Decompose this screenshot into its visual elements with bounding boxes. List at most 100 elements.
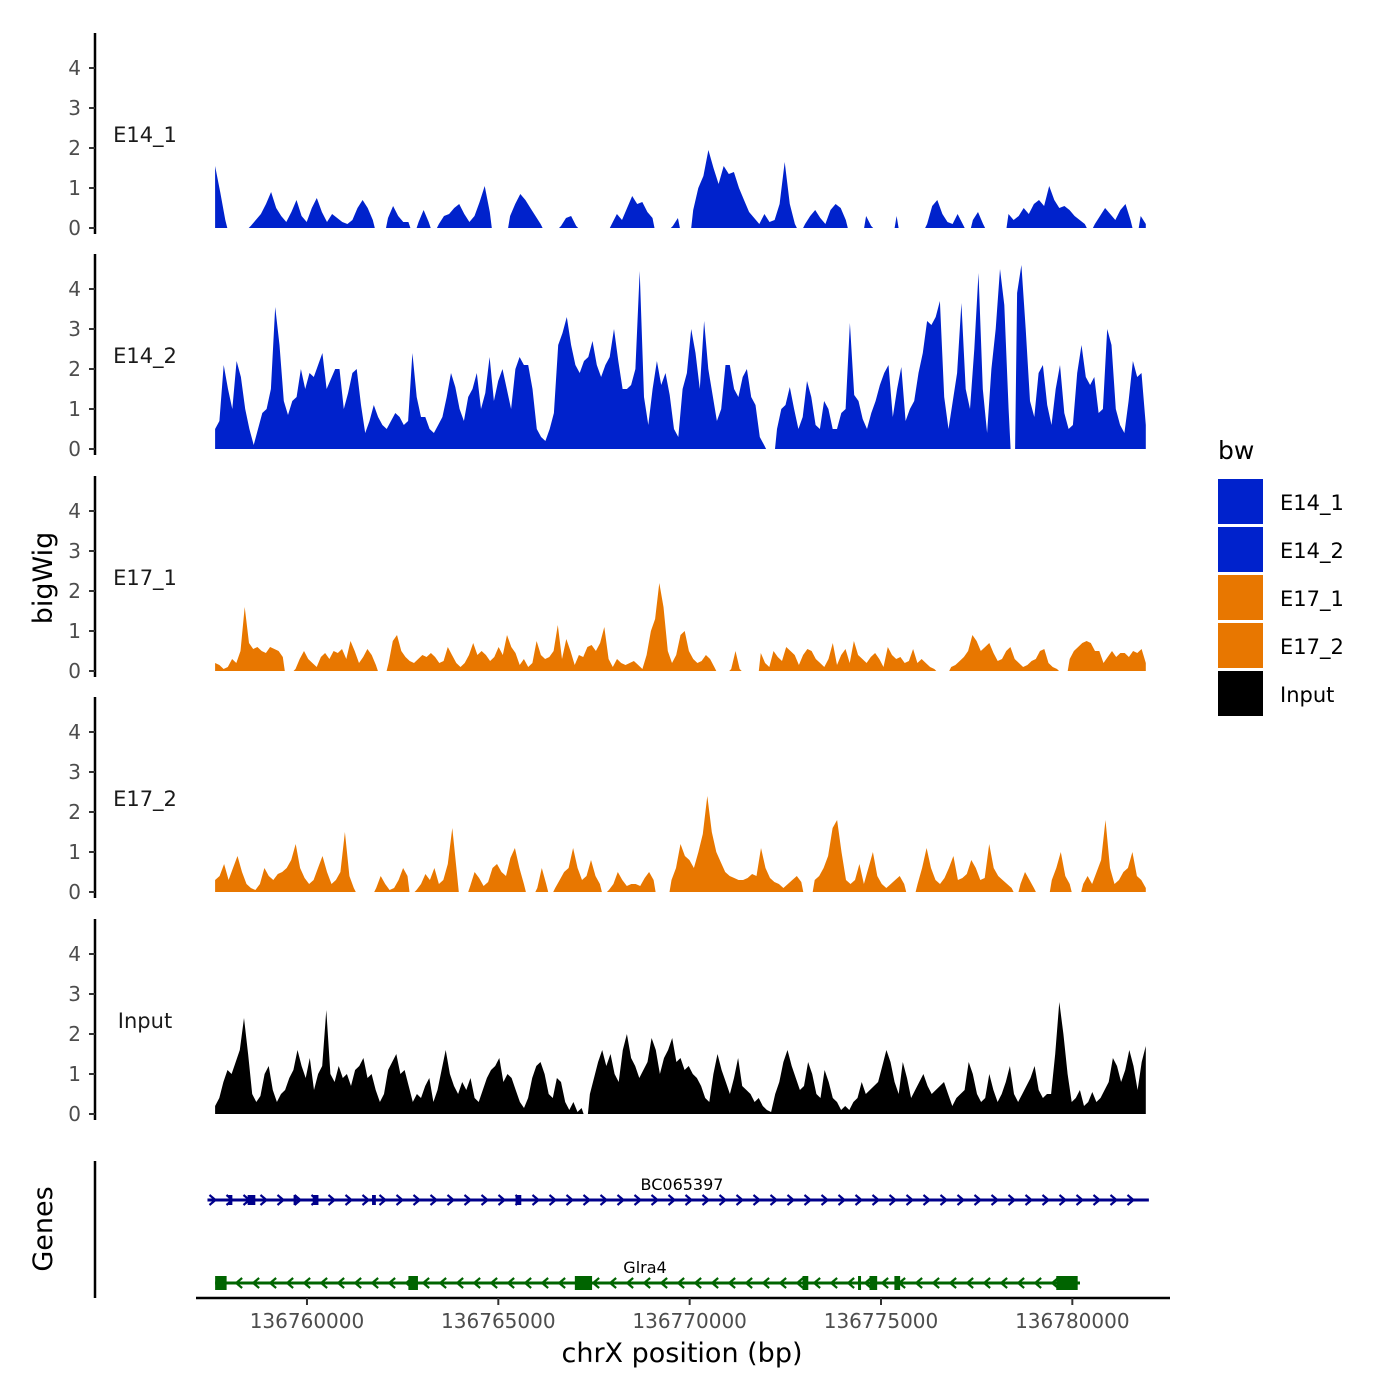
signal-area-segment [670, 218, 680, 228]
signal-area-segment [758, 641, 937, 671]
signal-area-segment [248, 192, 375, 228]
strand-arrow [472, 1277, 481, 1289]
strand-arrow [914, 1277, 923, 1289]
y-tick-label: 1 [68, 840, 81, 864]
strand-arrow [455, 1277, 464, 1289]
strand-arrow [225, 1194, 235, 1206]
strand-arrow [778, 1277, 787, 1289]
y-tick-label: 4 [68, 56, 81, 80]
strand-arrow [463, 1194, 473, 1206]
strand-arrow [489, 1277, 498, 1289]
exon-block [293, 1195, 297, 1205]
strand-arrow [412, 1194, 422, 1206]
strand-arrow [234, 1277, 243, 1289]
strand-arrow [905, 1194, 915, 1206]
x-axis-title: chrX position (bp) [561, 1338, 802, 1369]
legend-swatch-E17_1 [1218, 575, 1263, 620]
strand-arrow [548, 1194, 558, 1206]
exon-block [408, 1276, 418, 1290]
strand-arrow [361, 1194, 371, 1206]
strand-arrow [259, 1194, 269, 1206]
gene-track: BC065397 Glra4 [93, 1161, 1149, 1298]
strand-arrow [880, 1277, 889, 1289]
x-tick-label: 136780000 [1015, 1309, 1130, 1333]
strand-arrow [931, 1277, 940, 1289]
exon-block [894, 1276, 901, 1290]
exon-block [1056, 1276, 1078, 1290]
track-label: E17_1 [113, 566, 177, 591]
strand-arrow [285, 1277, 294, 1289]
exon-block [247, 1195, 256, 1205]
y-tick-label: 2 [68, 579, 81, 603]
strand-arrow [999, 1277, 1008, 1289]
strand-arrow [1007, 1194, 1017, 1206]
strand-arrow [1109, 1194, 1119, 1206]
strand-arrow [965, 1277, 974, 1289]
strand-arrow [344, 1194, 354, 1206]
strand-arrow [939, 1194, 949, 1206]
strand-arrow [327, 1194, 337, 1206]
strand-arrow [446, 1194, 456, 1206]
signal-area-segment [803, 204, 848, 228]
legend-label: E14_2 [1280, 539, 1344, 564]
strand-arrow [769, 1194, 779, 1206]
legend: bw E14_1 E14_2 E17_1 E17_2 Input [1218, 436, 1344, 716]
exon-block [858, 1276, 862, 1290]
legend-label: E14_1 [1280, 491, 1344, 516]
strand-arrow [812, 1277, 821, 1289]
legend-swatch-E17_2 [1218, 623, 1263, 668]
y-tick-label: 0 [68, 880, 81, 904]
y-tick-label: 1 [68, 176, 81, 200]
signal-area-segment [1018, 872, 1036, 892]
strand-arrow [659, 1277, 668, 1289]
x-tick-label: 136775000 [824, 1309, 939, 1333]
x-tick-label: 136765000 [441, 1309, 556, 1333]
strand-arrow [1092, 1194, 1102, 1206]
signal-area-segment [915, 844, 1014, 892]
x-tick-label: 136760000 [250, 1309, 365, 1333]
signal-area-segment [215, 1010, 584, 1114]
signal-area-segment [559, 216, 579, 228]
strand-arrow [557, 1277, 566, 1289]
exon-block [802, 1276, 809, 1290]
strand-arrow [565, 1194, 575, 1206]
signal-area-segment [949, 635, 1059, 671]
strand-arrow [888, 1194, 898, 1206]
strand-arrow [1126, 1194, 1136, 1206]
strand-arrow [480, 1194, 490, 1206]
exon-block [312, 1195, 319, 1205]
signal-area-segment [436, 186, 492, 228]
gene-label: BC065397 [641, 1175, 724, 1194]
strand-arrow [701, 1194, 711, 1206]
y-tick-label: 0 [68, 437, 81, 461]
strand-arrow [744, 1277, 753, 1289]
strand-arrow [608, 1277, 617, 1289]
strand-arrow [438, 1277, 447, 1289]
signal-area-segment [1138, 216, 1146, 228]
signal-area-segment [293, 641, 378, 671]
strand-arrow [795, 1277, 804, 1289]
strand-arrow [276, 1194, 286, 1206]
x-axis: 136760000 136765000 136770000 136775000 1367… [196, 1296, 1170, 1333]
signal-area-segment [416, 210, 431, 228]
gene-label: Glra4 [623, 1258, 666, 1277]
signal-area-segment [508, 194, 543, 228]
strand-arrow [251, 1277, 260, 1289]
strand-arrow [676, 1277, 685, 1289]
signal-area-segment [970, 212, 986, 228]
strand-arrow [591, 1277, 600, 1289]
signal-area-segment [374, 868, 410, 892]
y-tick-label: 2 [68, 800, 81, 824]
gene-Glra4: Glra4 [215, 1258, 1080, 1290]
strand-arrow [582, 1194, 592, 1206]
exon-block [215, 1276, 227, 1290]
strand-arrow [1058, 1194, 1068, 1206]
signal-area-segment [1067, 641, 1146, 671]
y-tick-label: 3 [68, 96, 81, 120]
legend-title: bw [1218, 436, 1254, 465]
track-E14_1: 0 1 2 3 4 E14_1 [68, 33, 1146, 240]
y-tick-label: 2 [68, 357, 81, 381]
signal-area-segment [215, 832, 356, 892]
strand-arrow [540, 1277, 549, 1289]
strand-arrow [693, 1277, 702, 1289]
